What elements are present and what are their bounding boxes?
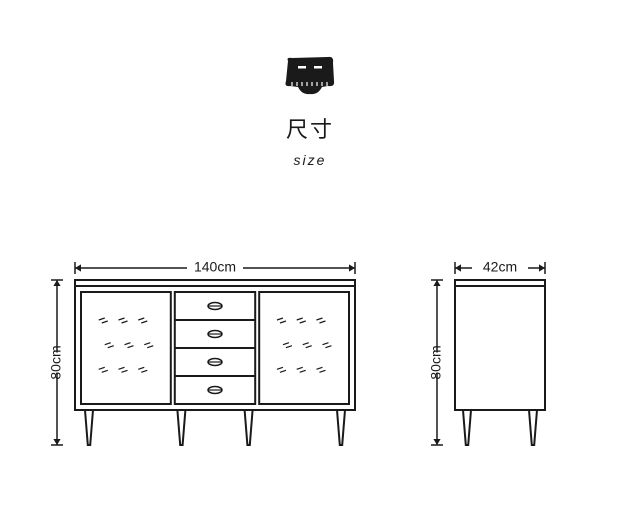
title-english: size xyxy=(0,152,620,168)
svg-text:140cm: 140cm xyxy=(194,260,236,275)
front-view xyxy=(75,280,355,445)
header-section: 尺寸 size xyxy=(0,55,620,168)
dimension-diagram: 140cm 80cm 42cm 80cm xyxy=(0,260,620,480)
title-chinese: 尺寸 xyxy=(0,112,620,144)
svg-text:80cm: 80cm xyxy=(428,345,444,379)
svg-text:42cm: 42cm xyxy=(483,260,517,275)
ruler-icon xyxy=(282,55,338,104)
svg-text:80cm: 80cm xyxy=(48,345,64,379)
side-view xyxy=(455,280,545,445)
